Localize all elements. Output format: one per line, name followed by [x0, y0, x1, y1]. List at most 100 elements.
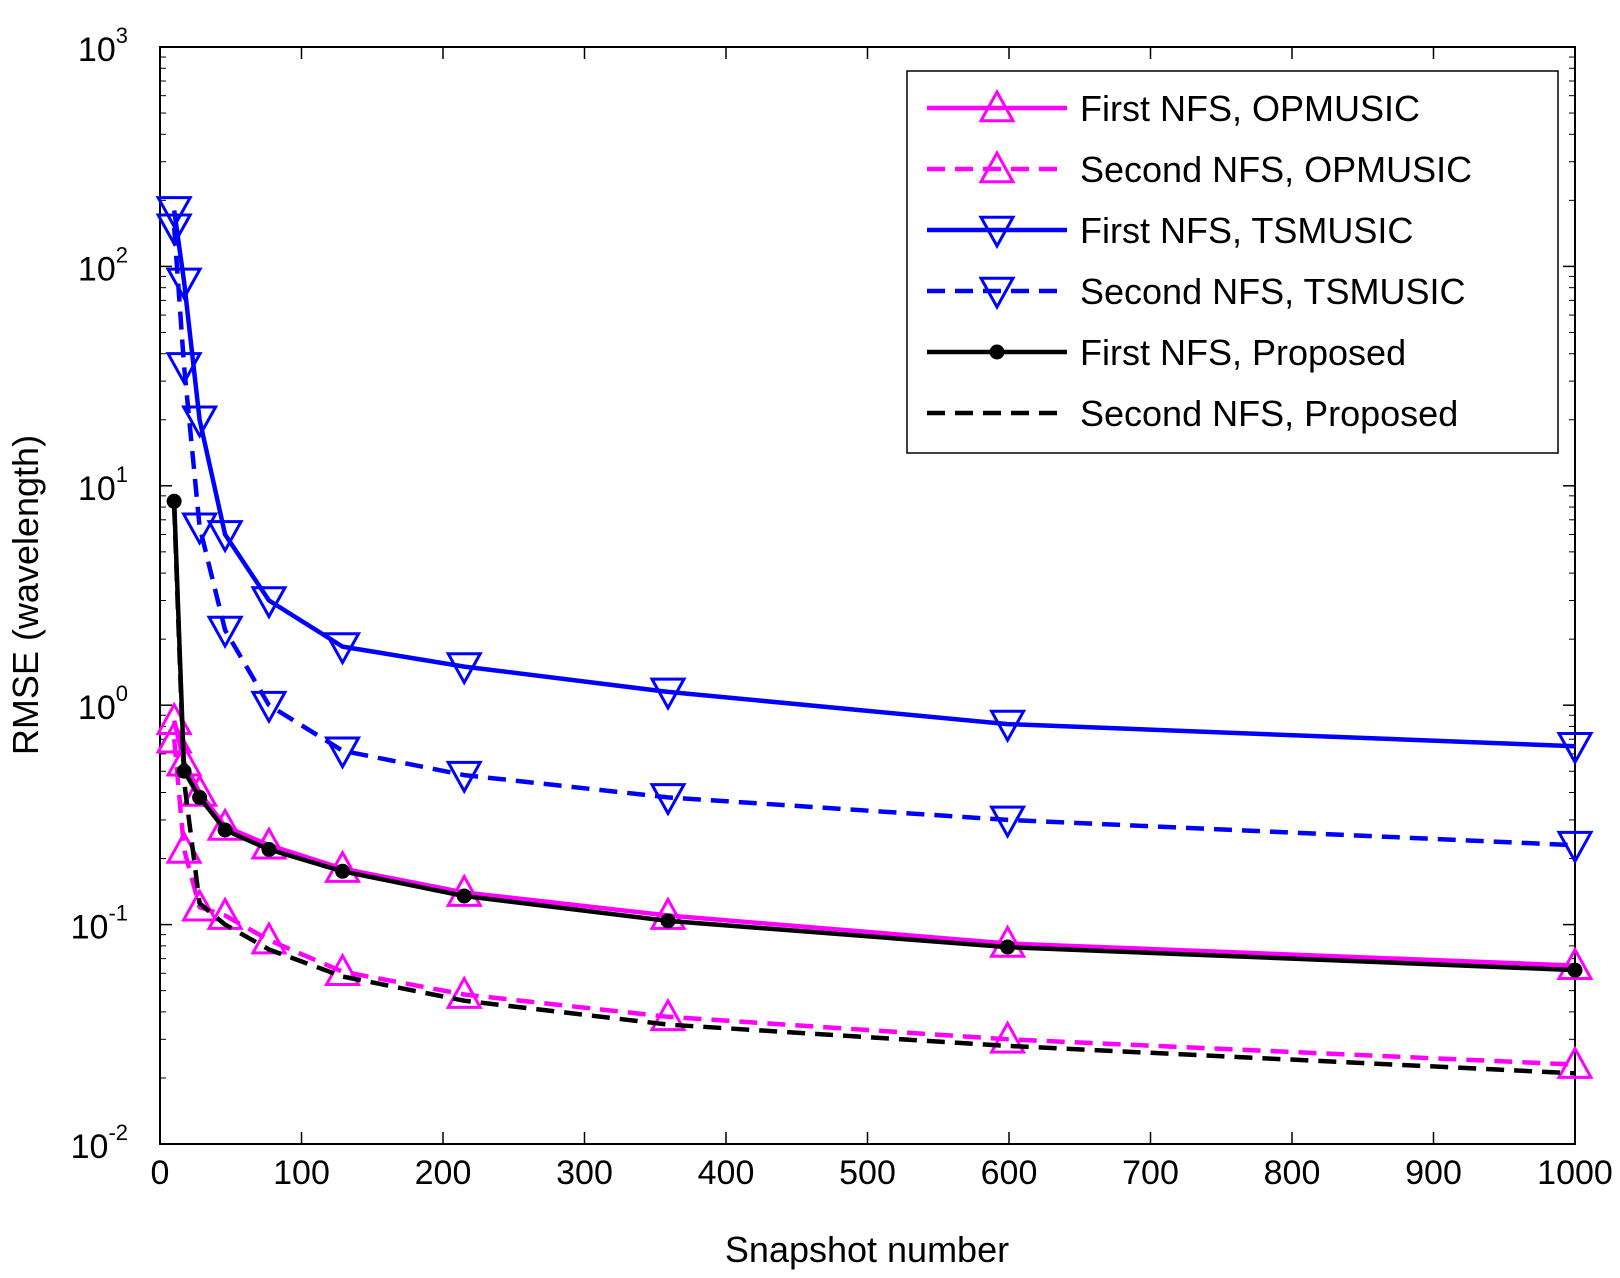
x-tick-label: 800 [1264, 1154, 1321, 1192]
data-point-marker [989, 709, 1027, 744]
data-point-marker [989, 1020, 1027, 1054]
data-point-marker [192, 789, 208, 805]
y-tick-base: 10 [78, 31, 116, 69]
data-point-marker [978, 276, 1016, 311]
data-point-marker [456, 888, 472, 904]
series-group [166, 493, 1583, 978]
data-point-marker [323, 736, 362, 770]
y-tick-label: 10-1 [71, 901, 128, 947]
series-layer [155, 196, 1594, 1079]
data-point-marker [989, 924, 1027, 958]
y-tick-base: 10 [78, 470, 116, 508]
x-tick-label: 700 [1122, 1154, 1179, 1192]
series-group [171, 507, 1576, 1076]
x-tick-label: 400 [698, 1154, 755, 1192]
series-group [155, 701, 1594, 980]
data-point-marker [217, 822, 233, 838]
data-point-marker [181, 405, 219, 439]
y-tick-exponent: 3 [116, 23, 128, 48]
y-tick-base: 10 [78, 250, 116, 288]
axis-ticks: 0 100 200 300 400 500 600 700 800 900 100010-210-1… [71, 23, 1613, 1192]
data-point-marker [206, 896, 244, 930]
legend-entry-label: First NFS, OPMUSIC [1080, 88, 1420, 129]
data-point-marker [155, 213, 193, 247]
series-line [171, 210, 1576, 749]
data-point-marker [978, 149, 1016, 184]
data-point-marker [1556, 830, 1594, 865]
data-point-marker [181, 888, 219, 922]
data-point-marker [250, 690, 288, 725]
data-point-marker [1556, 946, 1594, 980]
x-tick-label: 900 [1405, 1154, 1462, 1192]
y-tick-exponent: 0 [116, 681, 128, 706]
x-tick-label: 300 [556, 1154, 613, 1192]
data-point-marker [261, 841, 277, 857]
series-group [155, 196, 1594, 766]
series-line [171, 501, 1576, 973]
y-tick-label: 100 [78, 681, 128, 727]
y-tick-exponent: 2 [116, 242, 128, 267]
y-tick-label: 103 [78, 23, 128, 69]
y-axis-title: RMSE (wavelength) [5, 435, 46, 755]
x-axis-title: Snapshot number [725, 1229, 1009, 1270]
legend-entry-label: First NFS, Proposed [1080, 332, 1406, 373]
series-group [155, 720, 1594, 1079]
data-point-marker [323, 952, 362, 986]
series-line [171, 738, 1576, 1067]
data-point-marker [181, 773, 219, 807]
legend-entry-label: Second NFS, TSMUSIC [1080, 271, 1465, 312]
y-tick-base: 10 [71, 909, 109, 947]
data-point-marker [250, 920, 288, 955]
series-line [171, 227, 1576, 848]
data-point-marker [165, 352, 203, 386]
data-point-marker [445, 975, 483, 1009]
legend-box [906, 70, 1559, 454]
y-tick-base: 10 [71, 1128, 109, 1166]
y-tick-label: 102 [78, 242, 128, 288]
legend-entry-label: Second NFS, Proposed [1080, 393, 1458, 434]
x-tick-label: 200 [415, 1154, 472, 1192]
y-tick-base: 10 [78, 689, 116, 727]
data-point-marker [660, 913, 676, 929]
data-point-marker [323, 632, 362, 666]
y-tick-exponent: 1 [116, 462, 128, 487]
legend-entry-label: Second NFS, OPMUSIC [1080, 149, 1472, 190]
y-tick-exponent: -1 [108, 901, 128, 926]
data-point-marker [155, 196, 193, 230]
data-point-marker [1556, 731, 1594, 766]
legend-entry-label: First NFS, TSMUSIC [1080, 210, 1413, 251]
data-point-marker [165, 267, 203, 301]
data-point-marker [445, 760, 483, 795]
x-tick-label: 600 [981, 1154, 1038, 1192]
data-point-marker [1556, 1045, 1594, 1079]
data-point-marker [181, 512, 219, 546]
data-point-marker [1000, 939, 1016, 955]
data-point-marker [445, 652, 483, 686]
data-point-marker [206, 520, 244, 554]
y-tick-label: 101 [78, 462, 128, 508]
data-point-marker [1567, 962, 1583, 978]
x-tick-label: 100 [273, 1154, 330, 1192]
data-point-marker [335, 863, 351, 879]
series-group [155, 213, 1594, 865]
y-tick-exponent: -2 [108, 1120, 128, 1145]
data-point-marker [978, 215, 1016, 250]
x-tick-label: 500 [839, 1154, 896, 1192]
data-point-marker [649, 783, 687, 817]
series-line [171, 507, 1576, 1076]
data-point-marker [166, 493, 182, 509]
data-point-marker [206, 615, 244, 650]
data-point-marker [989, 805, 1027, 840]
data-point-marker [649, 997, 687, 1032]
x-tick-label: 1000 [1537, 1154, 1613, 1192]
y-tick-label: 10-2 [71, 1120, 128, 1166]
data-point-marker [989, 344, 1005, 360]
data-point-marker [978, 88, 1016, 123]
data-point-marker [649, 677, 687, 711]
data-point-marker [445, 873, 483, 907]
series-line [172, 720, 1576, 968]
legend: First NFS, OPMUSIC Second NFS, OPMUSIC Fir… [906, 70, 1559, 454]
x-tick-label: 0 [151, 1154, 170, 1192]
data-point-marker [206, 807, 244, 841]
